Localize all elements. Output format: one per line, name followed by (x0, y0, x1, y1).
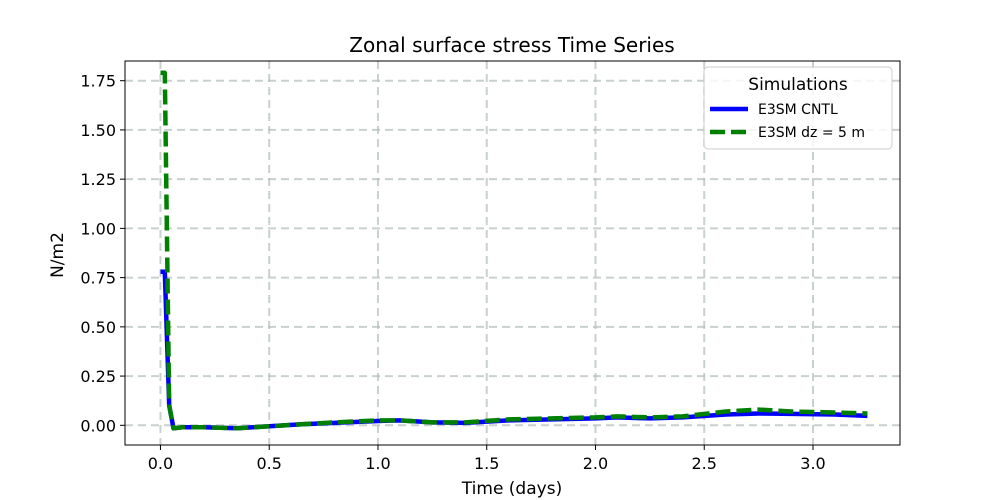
x-tick-label: 0.5 (256, 454, 281, 473)
legend-label-e3sm-dz-5m: E3SM dz = 5 m (758, 125, 865, 141)
x-tick-label: 2.0 (583, 454, 608, 473)
chart-title: Zonal surface stress Time Series (349, 33, 674, 57)
x-tick-label: 1.5 (474, 454, 499, 473)
plot-frame (124, 60, 901, 446)
y-tick-label: 0.50 (80, 318, 116, 337)
legend-title: Simulations (748, 75, 848, 95)
y-tick-label: 1.25 (80, 170, 116, 189)
legend: Simulations E3SM CNTL E3SM dz = 5 m (703, 66, 893, 150)
series-layer (160, 70, 868, 431)
y-tick-label: 1.00 (80, 219, 116, 238)
x-tick-label: 1.0 (365, 454, 390, 473)
y-tick-label: 0.25 (80, 367, 116, 386)
y-axis: 0.00 0.25 0.50 0.75 1.00 1.25 1.50 1.75 (80, 72, 125, 435)
grid (125, 61, 900, 445)
series-line-e3sm-cntl (160, 269, 868, 431)
x-tick-label: 2.5 (692, 454, 717, 473)
legend-box (703, 66, 893, 150)
legend-label-e3sm-cntl: E3SM CNTL (758, 102, 838, 118)
y-tick-label: 0.75 (80, 269, 116, 288)
y-tick-label: 1.75 (80, 72, 116, 91)
y-tick-label: 1.50 (80, 121, 116, 140)
y-tick-label: 0.00 (80, 416, 116, 435)
x-axis: 0.0 0.5 1.0 1.5 2.0 2.5 3.0 (148, 445, 826, 473)
x-tick-label: 0.0 (148, 454, 173, 473)
series-line-e3sm-dz-5-m (160, 70, 868, 431)
y-axis-label: N/m2 (48, 232, 68, 278)
x-axis-label: Time (days) (461, 479, 562, 499)
x-tick-label: 3.0 (800, 454, 825, 473)
